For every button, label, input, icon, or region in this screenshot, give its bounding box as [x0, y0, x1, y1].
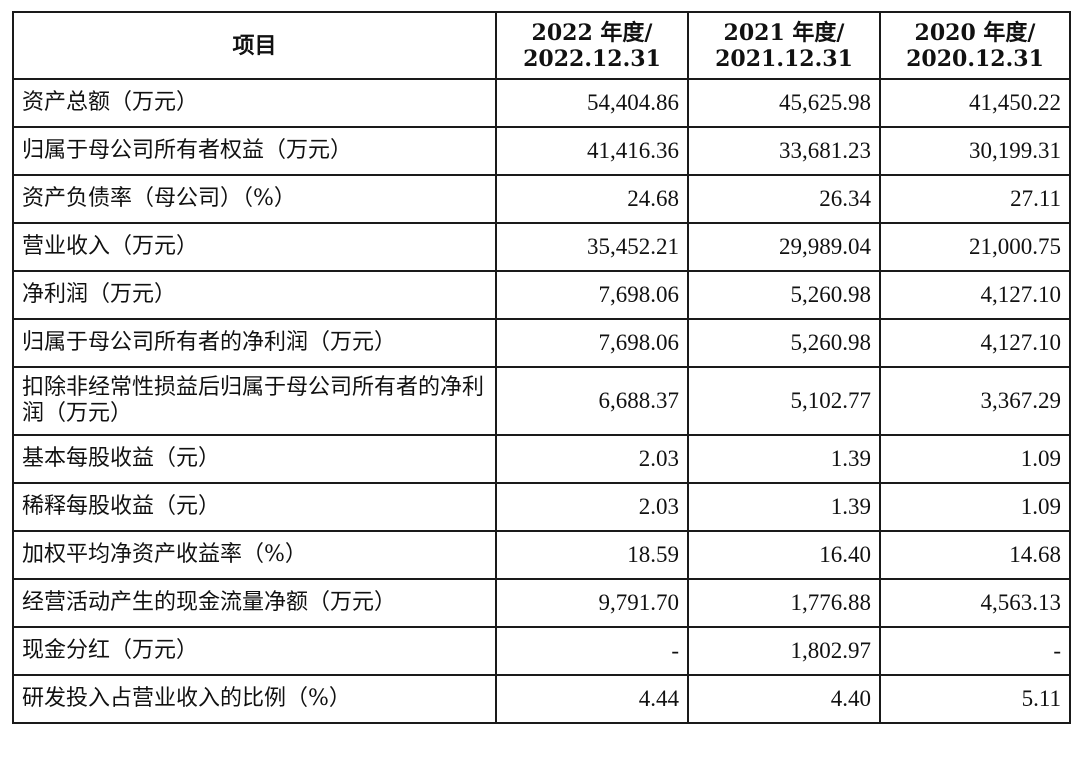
- row-label: 加权平均净资产收益率（%）: [12, 530, 497, 580]
- cell-2021: 5,260.98: [687, 270, 881, 320]
- row-label: 净利润（万元）: [12, 270, 497, 320]
- cell-2022: 4.44: [495, 674, 689, 724]
- cell-2021: 4.40: [687, 674, 881, 724]
- header-2020-line2: 2020.12.31: [906, 45, 1044, 72]
- cell-2021: 45,625.98: [687, 78, 881, 128]
- header-item: 项目: [12, 11, 497, 80]
- cell-2020: 4,127.10: [879, 270, 1071, 320]
- row-label: 稀释每股收益（元）: [12, 482, 497, 532]
- cell-2021: 29,989.04: [687, 222, 881, 272]
- header-2021-line2: 2021.12.31: [715, 45, 853, 72]
- cell-2022: 9,791.70: [495, 578, 689, 628]
- table-header-row: 项目 2022 年度/ 2022.12.31 2021 年度/ 2021.12.…: [12, 11, 1071, 80]
- row-label: 营业收入（万元）: [12, 222, 497, 272]
- cell-2020: 1.09: [879, 434, 1071, 484]
- table-row: 归属于母公司所有者的净利润（万元） 7,698.06 5,260.98 4,12…: [12, 318, 1071, 368]
- header-2020-line1: 2020 年度/: [914, 19, 1036, 46]
- cell-2021: 5,102.77: [687, 366, 881, 436]
- cell-2020: 5.11: [879, 674, 1071, 724]
- cell-2021: 5,260.98: [687, 318, 881, 368]
- cell-2022: 6,688.37: [495, 366, 689, 436]
- table-row: 扣除非经常性损益后归属于母公司所有者的净利润（万元） 6,688.37 5,10…: [12, 366, 1071, 436]
- cell-2020: 14.68: [879, 530, 1071, 580]
- cell-2022: 7,698.06: [495, 270, 689, 320]
- header-2022: 2022 年度/ 2022.12.31: [495, 11, 689, 80]
- cell-2022: 2.03: [495, 434, 689, 484]
- cell-2021: 26.34: [687, 174, 881, 224]
- header-2022-line1: 2022 年度/: [531, 19, 653, 46]
- row-label: 资产总额（万元）: [12, 78, 497, 128]
- table-row: 归属于母公司所有者权益（万元） 41,416.36 33,681.23 30,1…: [12, 126, 1071, 176]
- cell-2020: 4,127.10: [879, 318, 1071, 368]
- table-row: 基本每股收益（元） 2.03 1.39 1.09: [12, 434, 1071, 484]
- financial-summary-table: 项目 2022 年度/ 2022.12.31 2021 年度/ 2021.12.…: [12, 11, 1071, 724]
- row-label: 资产负债率（母公司）（%）: [12, 174, 497, 224]
- cell-2022: 2.03: [495, 482, 689, 532]
- cell-2021: 1,776.88: [687, 578, 881, 628]
- cell-2020: 4,563.13: [879, 578, 1071, 628]
- cell-2020: 1.09: [879, 482, 1071, 532]
- header-2020: 2020 年度/ 2020.12.31: [879, 11, 1071, 80]
- row-label: 扣除非经常性损益后归属于母公司所有者的净利润（万元）: [12, 366, 497, 436]
- table-row: 研发投入占营业收入的比例（%） 4.44 4.40 5.11: [12, 674, 1071, 724]
- row-label: 经营活动产生的现金流量净额（万元）: [12, 578, 497, 628]
- table-row: 资产负债率（母公司）（%） 24.68 26.34 27.11: [12, 174, 1071, 224]
- row-label: 基本每股收益（元）: [12, 434, 497, 484]
- table-row: 经营活动产生的现金流量净额（万元） 9,791.70 1,776.88 4,56…: [12, 578, 1071, 628]
- table-row: 营业收入（万元） 35,452.21 29,989.04 21,000.75: [12, 222, 1071, 272]
- table-row: 资产总额（万元） 54,404.86 45,625.98 41,450.22: [12, 78, 1071, 128]
- cell-2020: 30,199.31: [879, 126, 1071, 176]
- cell-2021: 1.39: [687, 434, 881, 484]
- table-row: 现金分红（万元） - 1,802.97 -: [12, 626, 1071, 676]
- table-row: 净利润（万元） 7,698.06 5,260.98 4,127.10: [12, 270, 1071, 320]
- header-2021: 2021 年度/ 2021.12.31: [687, 11, 881, 80]
- financial-table-container: 项目 2022 年度/ 2022.12.31 2021 年度/ 2021.12.…: [12, 11, 1071, 724]
- cell-2020: 3,367.29: [879, 366, 1071, 436]
- row-label: 归属于母公司所有者权益（万元）: [12, 126, 497, 176]
- table-row: 加权平均净资产收益率（%） 18.59 16.40 14.68: [12, 530, 1071, 580]
- cell-2021: 1,802.97: [687, 626, 881, 676]
- row-label: 归属于母公司所有者的净利润（万元）: [12, 318, 497, 368]
- cell-2022: 18.59: [495, 530, 689, 580]
- cell-2020: 21,000.75: [879, 222, 1071, 272]
- cell-2022: 7,698.06: [495, 318, 689, 368]
- cell-2022: 24.68: [495, 174, 689, 224]
- cell-2020: -: [879, 626, 1071, 676]
- cell-2021: 16.40: [687, 530, 881, 580]
- cell-2022: 54,404.86: [495, 78, 689, 128]
- cell-2020: 41,450.22: [879, 78, 1071, 128]
- cell-2022: -: [495, 626, 689, 676]
- row-label: 现金分红（万元）: [12, 626, 497, 676]
- table-row: 稀释每股收益（元） 2.03 1.39 1.09: [12, 482, 1071, 532]
- header-2022-line2: 2022.12.31: [523, 45, 661, 72]
- cell-2021: 1.39: [687, 482, 881, 532]
- row-label: 研发投入占营业收入的比例（%）: [12, 674, 497, 724]
- cell-2022: 41,416.36: [495, 126, 689, 176]
- cell-2022: 35,452.21: [495, 222, 689, 272]
- cell-2021: 33,681.23: [687, 126, 881, 176]
- header-2021-line1: 2021 年度/: [723, 19, 845, 46]
- cell-2020: 27.11: [879, 174, 1071, 224]
